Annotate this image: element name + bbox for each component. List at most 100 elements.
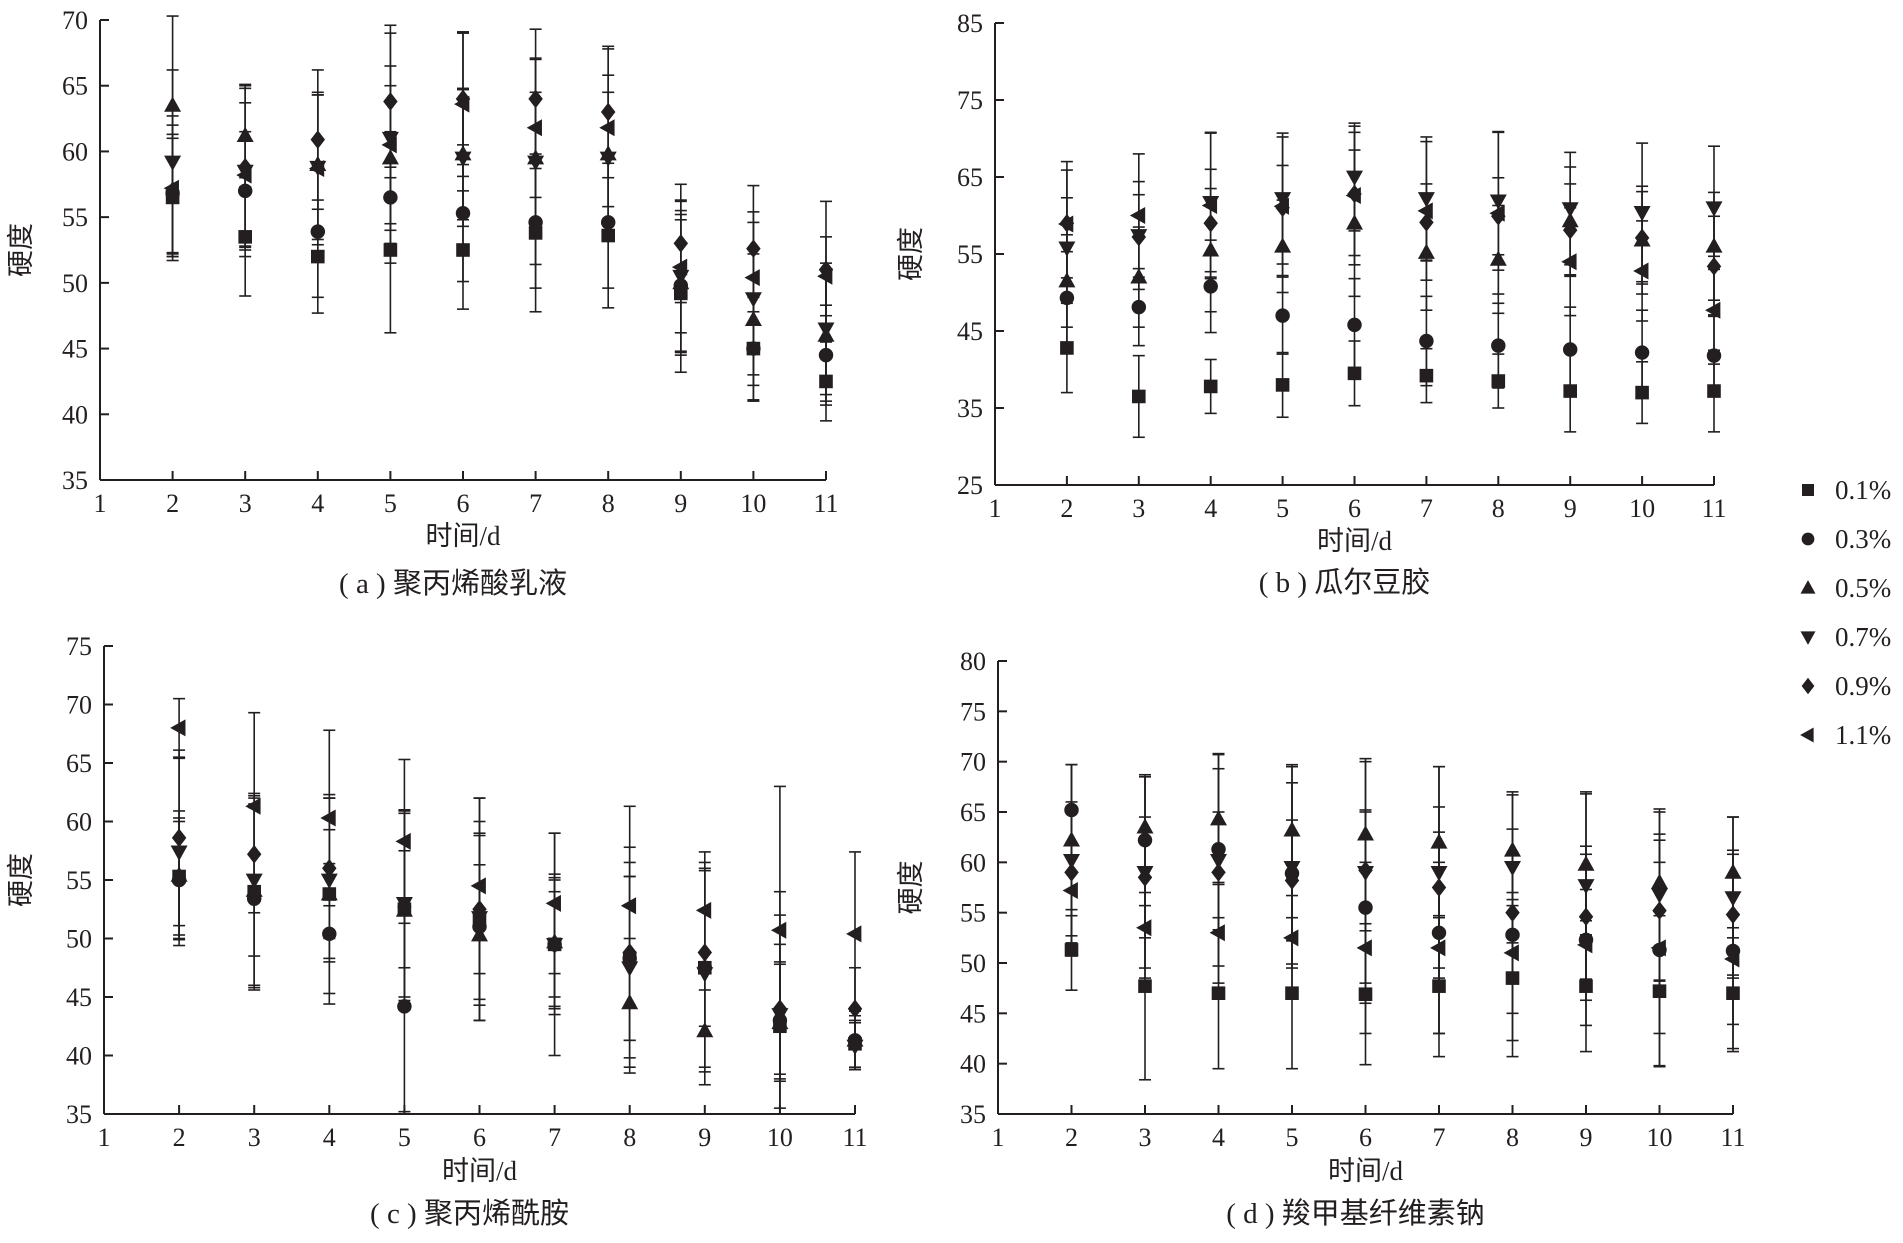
- data-point-diamond: [1064, 863, 1079, 882]
- y-tick-label: 50: [960, 949, 986, 978]
- x-tick-label: 9: [1564, 494, 1577, 523]
- x-axis-label: 时间/d: [442, 1156, 518, 1186]
- y-tick-label: 75: [960, 697, 986, 726]
- data-point-triangle-left: [744, 269, 760, 287]
- data-point-square: [1563, 384, 1577, 398]
- data-point-triangle-down: [164, 155, 182, 171]
- data-point-diamond: [397, 897, 412, 917]
- data-point-triangle-left: [1356, 939, 1372, 957]
- x-tick-label: 3: [1132, 494, 1145, 523]
- y-axis-label: 硬度: [6, 223, 36, 277]
- data-point-triangle-up: [1489, 250, 1507, 266]
- y-tick-label: 75: [66, 632, 92, 661]
- panel-caption: ( a ) 聚丙烯酸乳液: [339, 567, 567, 600]
- data-point-triangle-down: [170, 845, 188, 861]
- y-tick-label: 40: [960, 1050, 986, 1079]
- data-point-diamond: [383, 92, 398, 111]
- data-point-square: [311, 249, 325, 264]
- y-tick-label: 65: [66, 749, 92, 778]
- data-point-triangle-left: [1417, 202, 1433, 220]
- data-point-square: [1358, 987, 1373, 1002]
- x-tick-label: 5: [1286, 1123, 1299, 1152]
- y-tick-label: 80: [960, 647, 986, 676]
- x-tick-label: 1: [98, 1123, 111, 1152]
- data-point-triangle-left: [671, 258, 688, 276]
- legend-marker-square: [1802, 484, 1814, 496]
- legend-marker-diamond: [1801, 677, 1815, 695]
- data-point-circle: [1064, 802, 1079, 818]
- data-point-circle: [1491, 338, 1506, 353]
- data-point-diamond: [622, 943, 637, 962]
- data-point-triangle-up: [320, 885, 338, 901]
- data-point-square: [1652, 984, 1667, 998]
- data-point-circle: [1137, 832, 1153, 848]
- x-tick-label: 3: [248, 1123, 261, 1152]
- y-tick-label: 40: [66, 1042, 92, 1071]
- legend-marker-triangle-up: [1800, 580, 1816, 594]
- y-tick-label: 45: [66, 983, 92, 1012]
- data-point-diamond: [600, 102, 616, 122]
- data-point-square: [1419, 368, 1434, 383]
- data-point-circle: [1275, 308, 1290, 323]
- data-point-circle: [237, 183, 253, 199]
- data-point-triangle-down: [1724, 891, 1742, 907]
- data-point-triangle-up: [1136, 818, 1154, 834]
- x-tick-label: 6: [457, 489, 470, 518]
- data-point-square: [1060, 341, 1074, 355]
- y-tick-label: 45: [62, 335, 88, 364]
- data-point-circle: [1634, 345, 1650, 360]
- data-point-diamond: [1562, 220, 1578, 240]
- y-tick-label: 35: [66, 1100, 92, 1129]
- data-point-triangle-left: [1650, 939, 1666, 957]
- data-point-triangle-left: [470, 877, 486, 895]
- y-tick-label: 70: [66, 691, 92, 720]
- data-point-triangle-up: [744, 310, 762, 327]
- data-point-triangle-left: [695, 901, 712, 919]
- x-tick-label: 10: [740, 489, 766, 518]
- data-point-circle: [1706, 348, 1722, 363]
- data-point-triangle-up: [1274, 237, 1292, 253]
- y-axis-label: 硬度: [896, 861, 926, 915]
- data-point-diamond: [772, 999, 788, 1019]
- data-point-triangle-down: [1346, 170, 1363, 186]
- data-point-triangle-down: [1283, 860, 1301, 877]
- data-point-diamond: [528, 89, 543, 109]
- data-point-triangle-left: [1633, 262, 1649, 280]
- data-point-diamond: [697, 943, 713, 962]
- data-point-diamond: [1431, 878, 1447, 897]
- data-point-triangle-down: [320, 873, 338, 889]
- data-point-diamond: [1284, 871, 1300, 890]
- data-point-triangle-down: [1504, 860, 1521, 877]
- data-point-square: [1138, 979, 1152, 993]
- data-point-triangle-left: [1705, 301, 1721, 319]
- data-point-triangle-up: [696, 1022, 714, 1038]
- x-tick-label: 11: [1701, 494, 1726, 523]
- data-point-triangle-up: [170, 866, 188, 882]
- y-tick-label: 35: [960, 1100, 986, 1129]
- data-point-triangle-left: [1057, 215, 1074, 233]
- data-point-triangle-up: [1724, 863, 1742, 879]
- data-point-triangle-down: [1417, 192, 1435, 208]
- data-point-triangle-down: [471, 911, 488, 927]
- data-point-diamond: [310, 130, 326, 149]
- y-tick-label: 35: [957, 394, 983, 423]
- data-point-square: [1285, 986, 1299, 1000]
- data-point-triangle-up: [621, 993, 639, 1010]
- data-point-square: [528, 226, 543, 240]
- data-point-triangle-left: [320, 809, 336, 827]
- y-tick-label: 55: [66, 866, 92, 895]
- data-point-triangle-up: [1283, 821, 1301, 837]
- data-point-triangle-left: [1503, 944, 1519, 962]
- data-point-triangle-up: [1504, 841, 1521, 857]
- y-tick-label: 75: [957, 86, 983, 115]
- data-point-diamond: [1131, 227, 1147, 247]
- x-tick-label: 4: [323, 1123, 336, 1152]
- data-point-triangle-down: [1430, 866, 1448, 882]
- data-point-triangle-down: [744, 292, 762, 308]
- data-point-triangle-up: [164, 96, 182, 112]
- data-point-triangle-left: [846, 925, 862, 943]
